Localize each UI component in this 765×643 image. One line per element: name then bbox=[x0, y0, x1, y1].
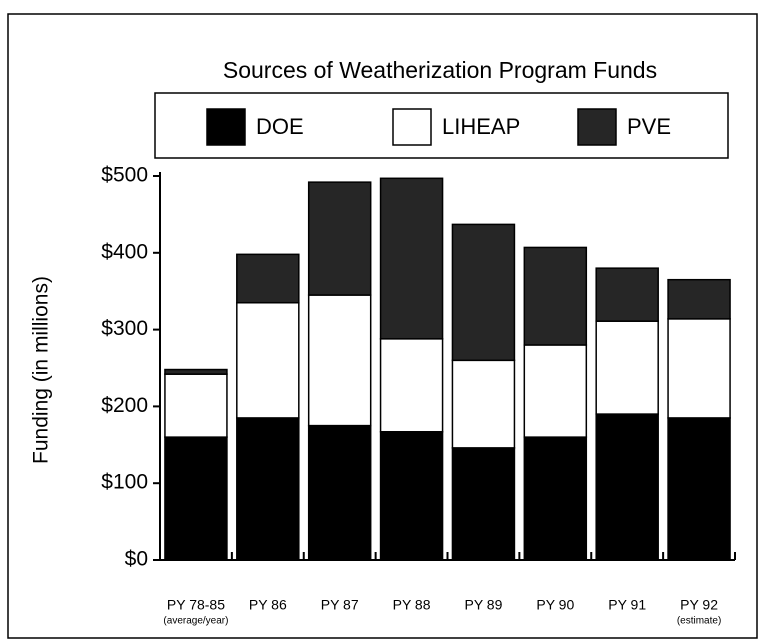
legend-swatch bbox=[392, 108, 432, 146]
bar-segment bbox=[451, 447, 516, 561]
y-tick-label: $0 bbox=[125, 548, 148, 571]
y-tick-label: $200 bbox=[101, 394, 148, 417]
bar-segment bbox=[523, 436, 588, 561]
bar-segment bbox=[379, 430, 444, 561]
x-tick-label: PY 91 bbox=[608, 597, 646, 613]
y-axis-label: Funding (in millions) bbox=[30, 276, 53, 464]
legend-label: DOE bbox=[256, 114, 304, 139]
bar-segment bbox=[164, 368, 228, 375]
legend-swatch bbox=[577, 108, 617, 146]
x-tick-label: PY 87 bbox=[321, 597, 359, 613]
bar-segment bbox=[595, 267, 659, 322]
bar-segment bbox=[667, 318, 731, 419]
y-tick-label: $100 bbox=[101, 471, 148, 494]
x-tick-label: PY 92 bbox=[680, 597, 718, 613]
bar-segment bbox=[523, 344, 588, 438]
x-tick-label: PY 88 bbox=[393, 597, 431, 613]
bar-segment bbox=[236, 301, 300, 419]
bar-segment bbox=[451, 359, 516, 449]
bar-segment bbox=[307, 181, 372, 296]
bar-segment bbox=[523, 246, 588, 346]
x-tick-label: PY 78-85 bbox=[167, 597, 225, 613]
bar-segment bbox=[451, 223, 516, 362]
bar-segment bbox=[164, 373, 228, 438]
bar-segment bbox=[307, 424, 372, 561]
y-tick-label: $400 bbox=[101, 240, 148, 263]
x-tick-note: (average/year) bbox=[163, 616, 228, 627]
bar-segment bbox=[236, 417, 300, 561]
y-tick-label: $300 bbox=[101, 317, 148, 340]
legend-label: PVE bbox=[627, 114, 671, 139]
bar-segment bbox=[379, 177, 444, 340]
chart-title: Sources of Weatherization Program Funds bbox=[223, 57, 657, 83]
bar-segment bbox=[307, 294, 372, 427]
bar-segment bbox=[667, 417, 731, 561]
bar-segment bbox=[667, 278, 731, 320]
x-tick-label: PY 89 bbox=[464, 597, 502, 613]
legend-box bbox=[154, 92, 729, 159]
legend-label: LIHEAP bbox=[442, 114, 520, 139]
bar-segment bbox=[595, 320, 659, 415]
y-tick-label: $500 bbox=[101, 164, 148, 187]
x-tick-label: PY 86 bbox=[249, 597, 287, 613]
x-tick-note: (estimate) bbox=[677, 616, 721, 627]
bar-segment bbox=[379, 338, 444, 433]
bar-segment bbox=[164, 436, 228, 561]
legend-swatch bbox=[206, 108, 246, 146]
x-tick-label: PY 90 bbox=[536, 597, 574, 613]
bar-segment bbox=[595, 413, 659, 561]
bar-segment bbox=[236, 253, 300, 304]
